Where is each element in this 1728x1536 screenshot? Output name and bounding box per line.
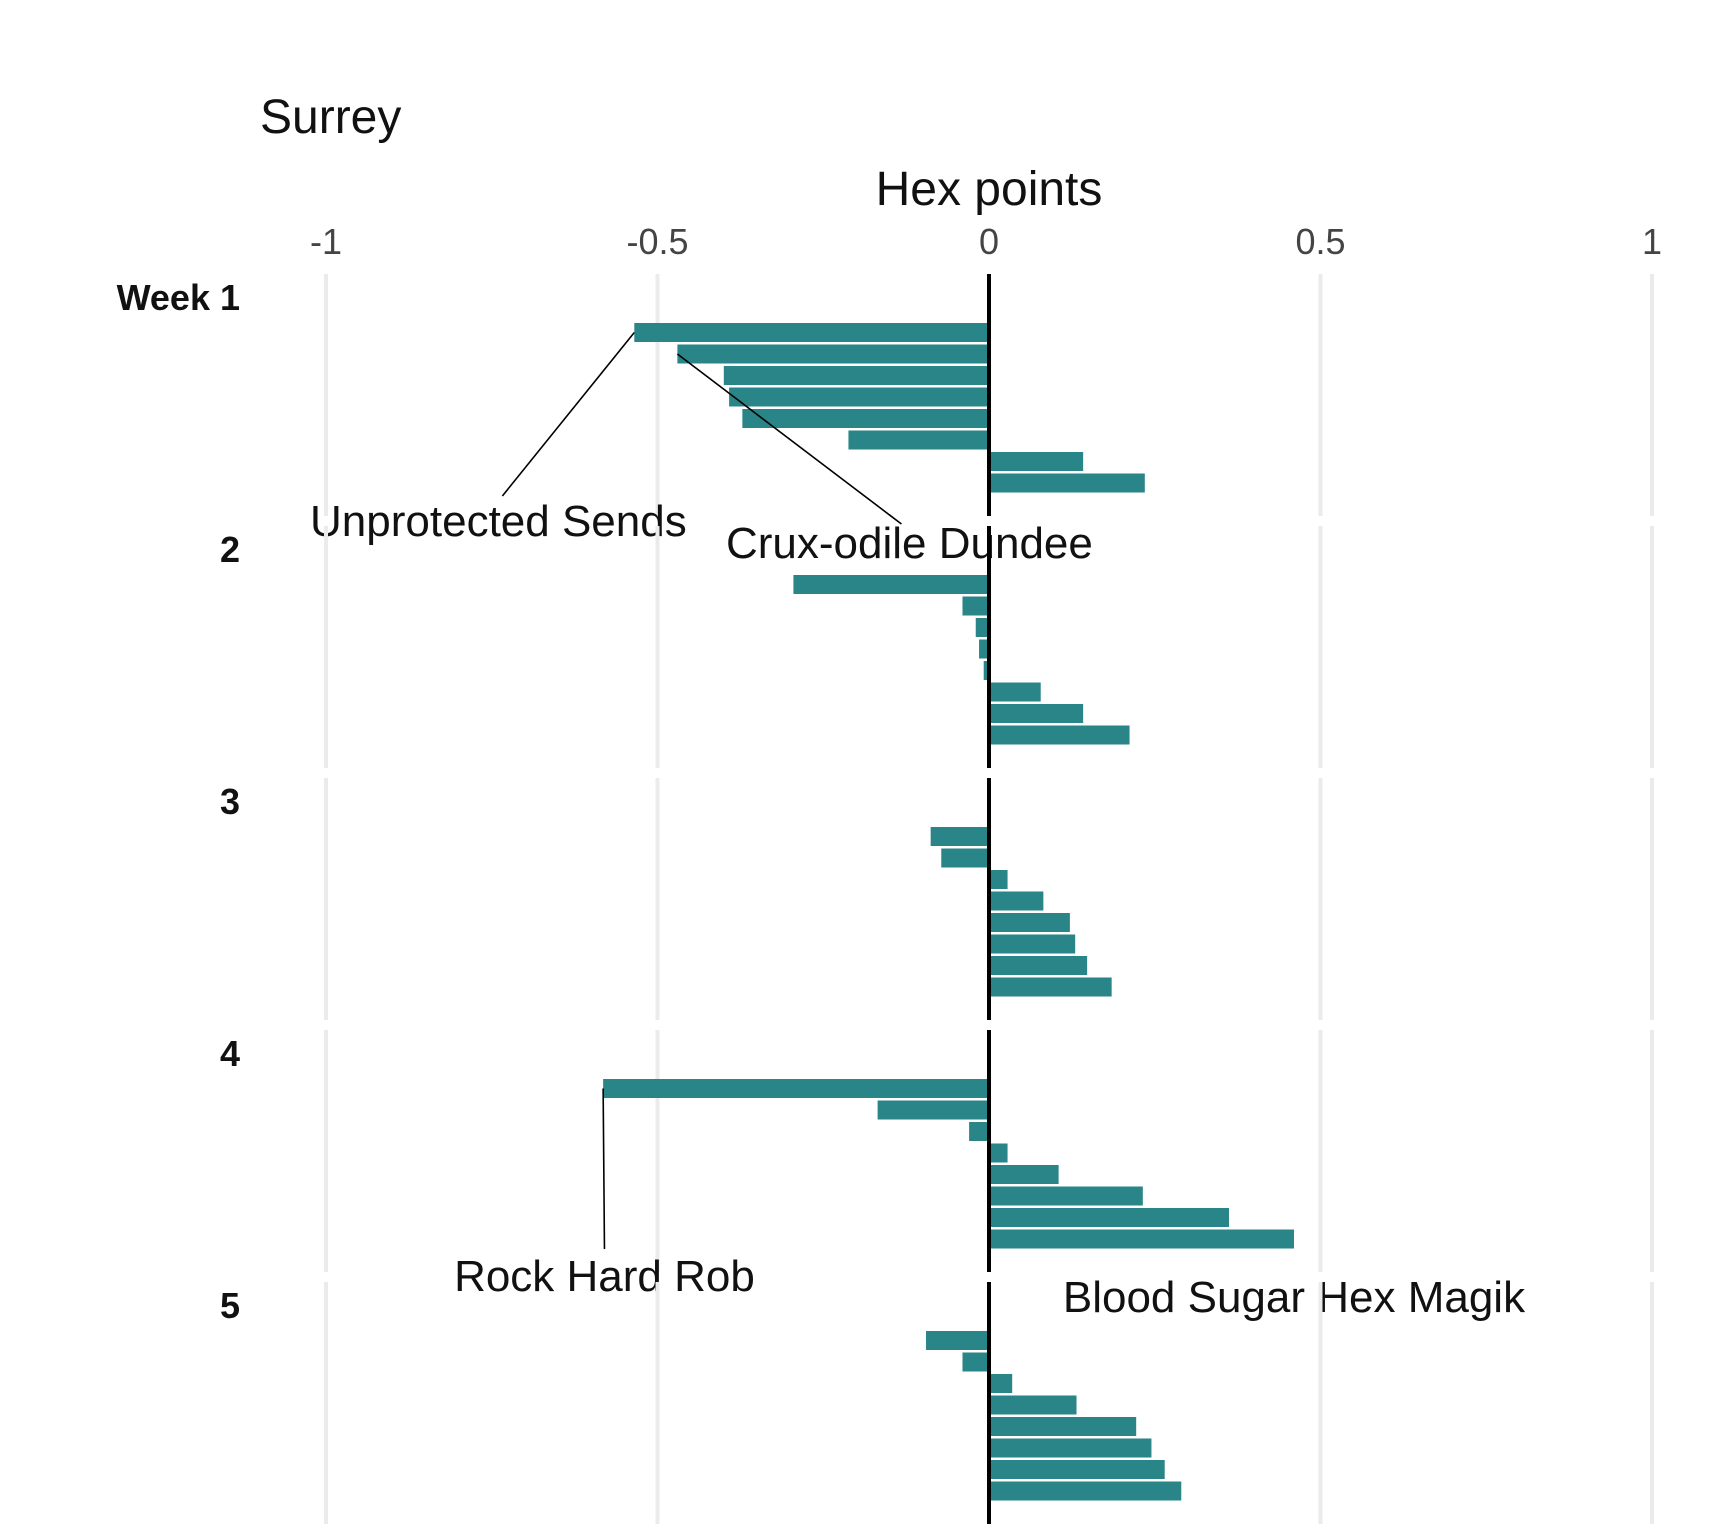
bar: [962, 1352, 989, 1372]
bar: [989, 473, 1145, 493]
bar: [941, 848, 989, 868]
bar-annotation-label: Unprotected Sends: [310, 497, 687, 546]
bar: [989, 704, 1084, 723]
facet-panel: Week 1 Unprotected Sends Crux-odile Dundee: [117, 274, 1654, 568]
bar: [989, 1481, 1182, 1501]
bar: [989, 934, 1076, 954]
x-tick-label: 0.5: [1295, 221, 1345, 262]
bar: [989, 1417, 1137, 1436]
annotation-leader-line: [676, 353, 902, 525]
panel-label: 2: [220, 529, 240, 570]
bar: [793, 575, 989, 594]
bar: [989, 870, 1008, 889]
annotation-leader-line: [501, 331, 635, 497]
bar: [634, 323, 989, 342]
bar: [989, 1186, 1143, 1206]
annotation-leader-line: [602, 1088, 606, 1250]
bar: [975, 618, 989, 637]
x-tick-label: -0.5: [626, 221, 688, 262]
bar: [989, 1395, 1077, 1415]
bar: [989, 956, 1088, 975]
bar: [989, 891, 1044, 911]
x-tick-label: -1: [310, 221, 342, 262]
bar: [989, 725, 1130, 745]
facet-panel: 3: [220, 778, 1654, 1020]
bar: [989, 452, 1084, 471]
bar: [930, 827, 989, 846]
bar: [989, 1438, 1152, 1458]
bar: [603, 1079, 989, 1098]
facet-panel: 4 Rock Hard Rob Blood Sugar Hex Magik: [220, 1030, 1654, 1322]
bar-annotation-label: Crux-odile Dundee: [726, 519, 1093, 568]
bar: [969, 1122, 989, 1141]
bar: [989, 1229, 1294, 1249]
bar: [989, 1165, 1059, 1184]
bar: [989, 1374, 1013, 1393]
bar: [723, 366, 989, 385]
bar: [983, 661, 989, 680]
bar: [729, 387, 989, 407]
bar-annotation-label: Blood Sugar Hex Magik: [1063, 1273, 1526, 1322]
bar: [989, 682, 1041, 702]
x-axis-title: Hex points: [876, 163, 1103, 216]
panel-label: Week 1: [117, 277, 240, 318]
bar: [877, 1100, 989, 1120]
bar: [989, 913, 1070, 932]
chart-title: Surrey: [260, 91, 401, 144]
facet-panel: 5: [220, 1282, 1654, 1524]
bar: [989, 1208, 1230, 1227]
facet-panel: 2: [220, 526, 1654, 768]
panel-label: 3: [220, 781, 240, 822]
x-tick-label: 0: [979, 221, 999, 262]
x-tick-label: 1: [1642, 221, 1662, 262]
bar: [926, 1331, 989, 1350]
bar: [989, 1460, 1165, 1479]
bar: [962, 596, 989, 616]
x-tick-labels: -1 -0.5 0 0.5 1: [310, 221, 1662, 262]
bar: [848, 430, 989, 450]
bar-annotation-label: Rock Hard Rob: [454, 1252, 755, 1301]
facet-panels: Week 1 Unprotected Sends Crux-odile Dundee…: [117, 274, 1654, 1524]
bar: [742, 409, 989, 428]
bar: [989, 977, 1112, 997]
bar: [677, 344, 989, 364]
panel-label: 4: [220, 1033, 240, 1074]
panel-label: 5: [220, 1285, 240, 1326]
bar: [989, 1143, 1008, 1163]
bar: [979, 639, 989, 659]
